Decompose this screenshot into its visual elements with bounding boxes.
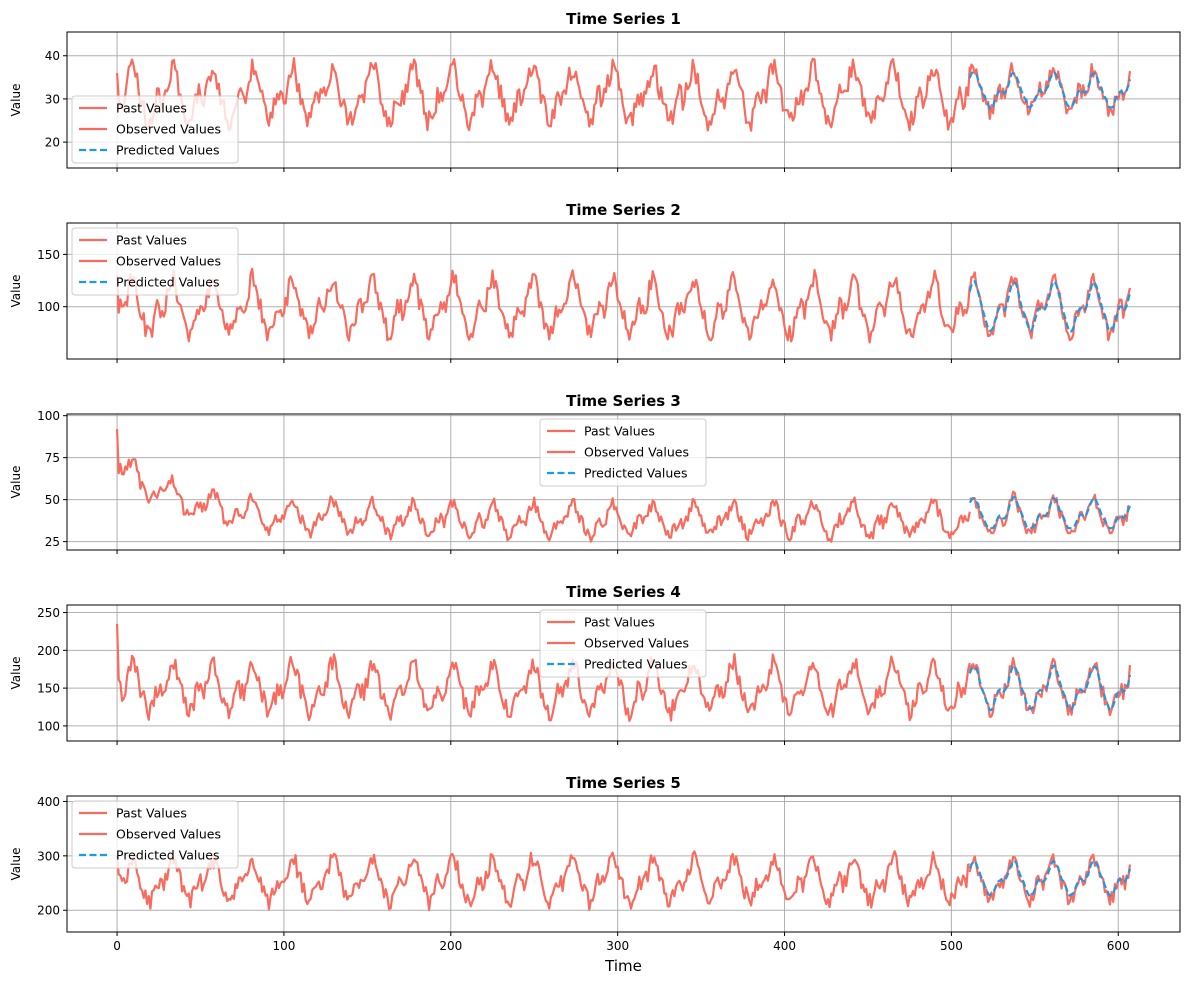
y-tick-label: 400	[37, 795, 60, 809]
subplot-2: Time Series 2 100 150 Value Past Values Obser…	[9, 201, 1181, 363]
x-tick-label: 0	[113, 939, 121, 953]
x-axis-label: Time	[604, 957, 642, 975]
legend-label: Predicted Values	[116, 275, 220, 290]
legend: Past Values Observed Values Predicted Valu…	[539, 418, 707, 487]
y-tick-label: 300	[37, 849, 60, 863]
observed-values-line	[968, 853, 1132, 908]
legend-label: Past Values	[584, 424, 655, 439]
subplot-3: Time Series 3 25 50 75 100 Value Past Values Ob…	[9, 392, 1181, 554]
predicted-values-line	[968, 280, 1132, 333]
y-tick-label: 50	[45, 493, 60, 507]
y-tick-label: 250	[37, 606, 60, 620]
plot-frame	[66, 222, 1181, 360]
x-tick-label: 600	[1107, 939, 1130, 953]
y-tick-label: 30	[45, 92, 60, 106]
legend-label: Past Values	[584, 615, 655, 630]
legend-label: Past Values	[116, 101, 187, 116]
predicted-values-line	[968, 664, 1132, 712]
y-tick-label: 200	[37, 644, 60, 658]
y-axis-label: Value	[9, 275, 23, 308]
predicted-values-line	[968, 495, 1131, 530]
y-tick-label: 100	[37, 300, 60, 314]
legend: Past Values Observed Values Predicted Valu…	[71, 800, 239, 869]
past-values-line	[115, 850, 971, 911]
y-axis-label: Value	[9, 466, 23, 499]
x-tick-label: 100	[272, 939, 295, 953]
past-values-line	[115, 623, 971, 722]
subplot-title: Time Series 2	[566, 201, 681, 219]
past-values-line	[115, 429, 971, 543]
y-tick-label: 20	[45, 136, 60, 150]
y-axis-label: Value	[9, 657, 23, 690]
observed-values-line	[968, 62, 1132, 121]
y-tick-label: 75	[45, 451, 60, 465]
subplot-title: Time Series 4	[566, 583, 681, 601]
observed-values-line	[968, 657, 1132, 718]
y-axis-label: Value	[9, 84, 23, 117]
legend: Past Values Observed Values Predicted Valu…	[71, 227, 239, 296]
legend-label: Observed Values	[116, 254, 221, 269]
subplot-5: Time Series 5 0 100 200 300 400 500 600 200 300 40…	[9, 774, 1181, 975]
subplot-1: Time Series 1 20 30 40 Value Past Values Obser…	[9, 10, 1181, 172]
x-tick-label: 400	[773, 939, 796, 953]
legend-box	[71, 800, 239, 869]
legend-label: Observed Values	[116, 122, 221, 137]
legend-label: Past Values	[116, 233, 187, 248]
legend-label: Observed Values	[584, 636, 689, 651]
x-tick-label: 500	[940, 939, 963, 953]
plot-frame	[66, 604, 1181, 742]
y-tick-label: 40	[45, 49, 60, 63]
past-values-line	[115, 267, 971, 344]
legend-label: Predicted Values	[584, 657, 688, 672]
y-tick-label: 150	[37, 682, 60, 696]
y-tick-label: 100	[37, 409, 60, 423]
legend-label: Observed Values	[116, 827, 221, 842]
plot-frame	[66, 795, 1181, 933]
legend-label: Predicted Values	[584, 466, 688, 481]
legend-box	[539, 418, 707, 487]
legend-box	[539, 609, 707, 678]
subplot-4: Time Series 4 100 150 200 250 Value Past Value…	[9, 583, 1181, 745]
legend-label: Past Values	[116, 806, 187, 821]
predicted-values-line	[968, 70, 1132, 110]
plot-frame	[66, 413, 1181, 551]
y-tick-label: 200	[37, 904, 60, 918]
legend: Past Values Observed Values Predicted Valu…	[539, 609, 707, 678]
past-values-line	[115, 57, 971, 132]
x-tick-label: 200	[439, 939, 462, 953]
subplot-title: Time Series 5	[566, 774, 681, 792]
predicted-values-line	[968, 859, 1131, 898]
legend-label: Predicted Values	[116, 848, 220, 863]
y-tick-label: 25	[45, 535, 60, 549]
legend-box	[71, 227, 239, 296]
x-tick-label: 300	[606, 939, 629, 953]
legend: Past Values Observed Values Predicted Valu…	[71, 95, 239, 164]
y-tick-label: 100	[37, 719, 60, 733]
subplot-title: Time Series 1	[566, 10, 681, 28]
legend-label: Observed Values	[584, 445, 689, 460]
y-axis-label: Value	[9, 848, 23, 881]
y-tick-label: 150	[37, 248, 60, 262]
legend-box	[71, 95, 239, 164]
subplot-title: Time Series 3	[566, 392, 681, 410]
legend-label: Predicted Values	[116, 143, 220, 158]
plot-frame	[66, 31, 1181, 169]
